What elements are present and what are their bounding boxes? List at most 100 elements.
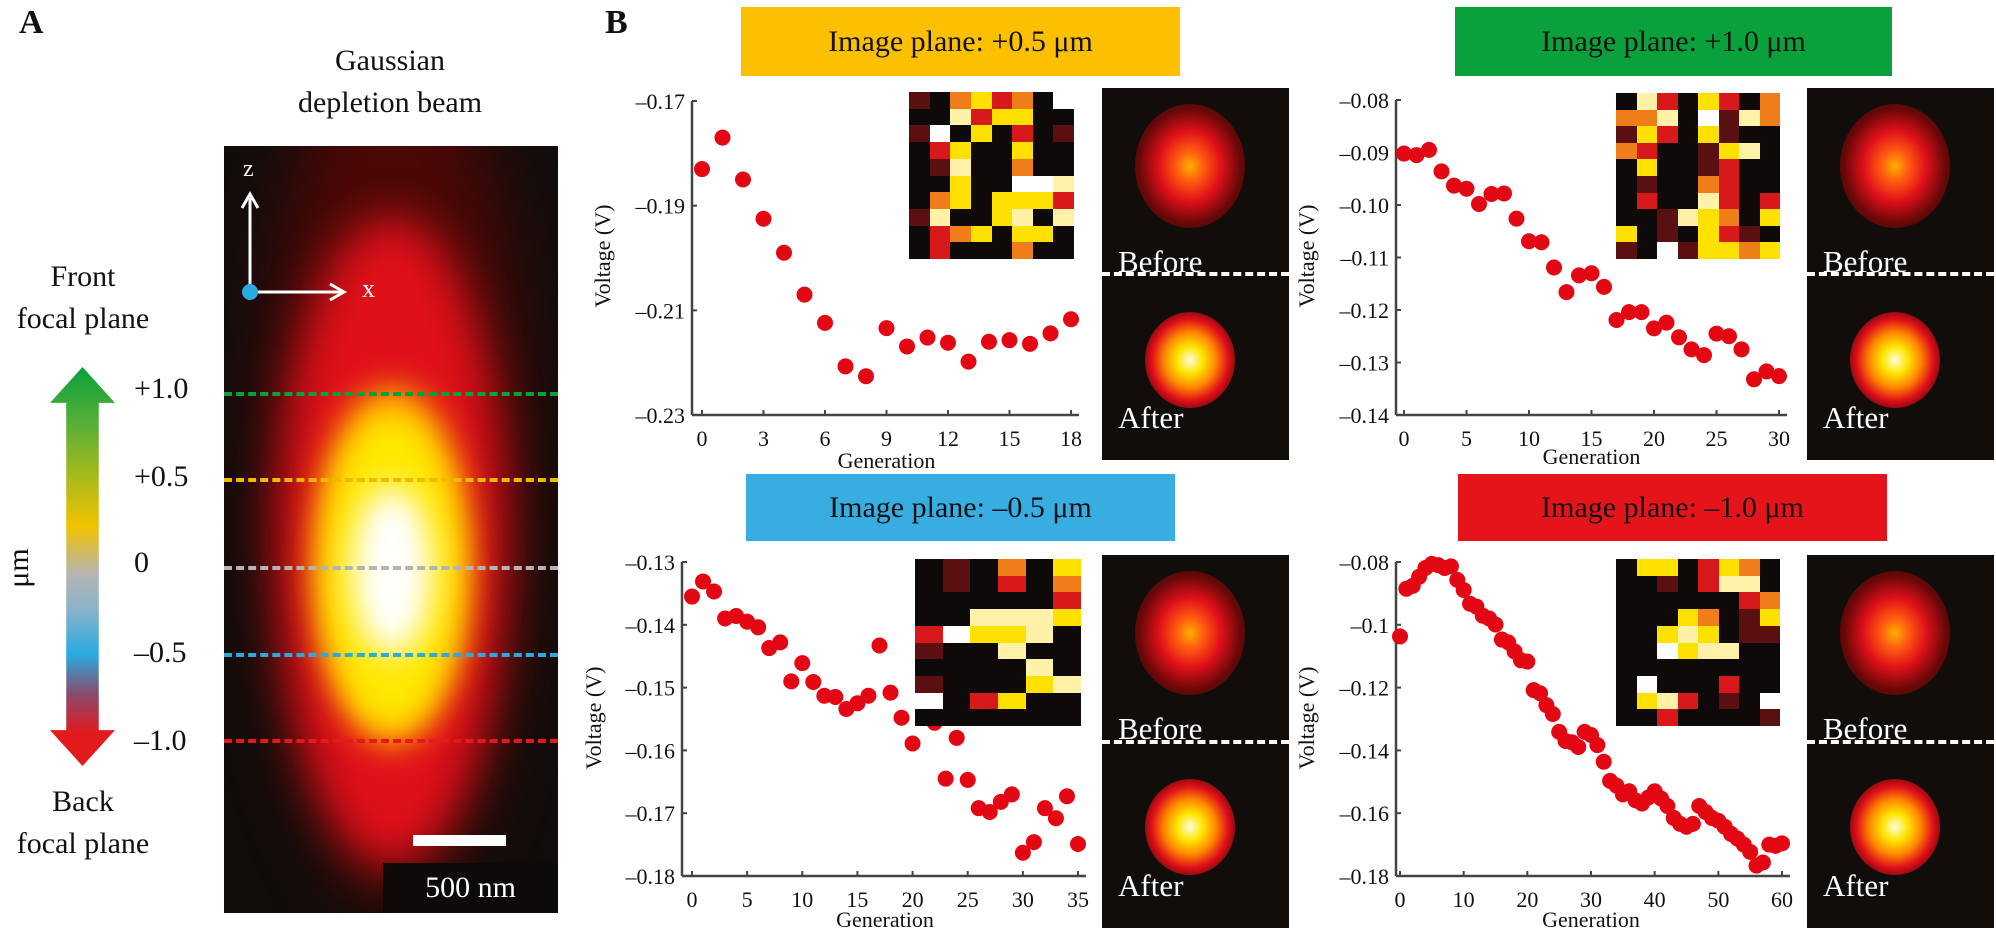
- front-line1: Front: [50, 260, 116, 293]
- pattern-cell: [1677, 159, 1698, 176]
- pattern-cell: [1032, 225, 1054, 243]
- pattern-cell: [1739, 209, 1760, 226]
- pattern-cell: [1053, 625, 1081, 643]
- pattern-cell: [929, 242, 951, 259]
- data-point: [1596, 278, 1612, 295]
- pattern-cell: [991, 125, 1013, 143]
- pattern-cell: [1012, 208, 1033, 226]
- data-point: [1533, 234, 1550, 251]
- pattern-cell: [1677, 109, 1698, 127]
- y-axis-label: Voltage (V): [590, 205, 615, 308]
- pattern-cell: [1012, 125, 1033, 143]
- pattern-cell: [1616, 709, 1637, 726]
- x-tick-label: 15: [1581, 426, 1603, 451]
- pattern-cell: [1657, 559, 1678, 576]
- pattern-cell: [1636, 609, 1657, 626]
- x-tick-label: 25: [1706, 426, 1728, 451]
- data-point: [1733, 341, 1750, 358]
- data-point: [1063, 311, 1079, 328]
- data-point: [1001, 332, 1018, 349]
- pattern-cell: [970, 125, 992, 143]
- pattern-cell: [929, 208, 951, 226]
- pattern-cell: [942, 609, 971, 626]
- after-label: After: [1118, 400, 1184, 436]
- data-point: [1671, 329, 1687, 346]
- pattern-cell: [1657, 625, 1678, 643]
- pattern-cell: [950, 175, 971, 193]
- pattern-cell: [997, 559, 1026, 576]
- after-label: After: [1823, 868, 1889, 904]
- pattern-cell: [1677, 592, 1698, 610]
- pattern-cell: [1636, 225, 1657, 243]
- pattern-cell: [1759, 142, 1780, 160]
- pattern-cell: [1012, 192, 1033, 209]
- data-point: [1771, 368, 1787, 385]
- pattern-cell: [1636, 625, 1657, 643]
- pattern-cell: [929, 125, 951, 143]
- y-tick-label: –0.12: [1339, 676, 1390, 701]
- chart-title-1: Image plane: +1.0 μm: [1455, 7, 1892, 76]
- pattern-cell: [1025, 642, 1054, 660]
- data-point: [1471, 195, 1487, 212]
- pattern-cell: [1616, 675, 1637, 693]
- scatter-chart-1: 0 5 10 15 20 25 30 –0.08 –0.09 –0.10 –0.11 –0.12 –0.…: [1294, 88, 1790, 469]
- pattern-cell: [997, 625, 1026, 643]
- pattern-cell: [915, 642, 943, 660]
- x-tick-label: 30: [1012, 887, 1034, 912]
- pattern-cell: [1677, 642, 1698, 660]
- pattern-cell: [1012, 158, 1033, 176]
- data-point: [1455, 581, 1472, 598]
- pattern-cell: [1739, 126, 1760, 143]
- pattern-cell: [942, 659, 971, 676]
- pattern-cell: [1657, 692, 1678, 710]
- data-point: [1047, 810, 1064, 827]
- data-point: [1458, 180, 1475, 197]
- pattern-cell: [950, 108, 971, 126]
- pattern-cell: [1739, 625, 1760, 643]
- after-label: After: [1118, 868, 1184, 904]
- pattern-cell: [1759, 709, 1780, 726]
- scale-bar: [413, 835, 506, 846]
- data-point: [1583, 265, 1600, 282]
- pattern-cell: [1698, 659, 1719, 676]
- pattern-cell: [1636, 192, 1657, 210]
- pattern-cell: [1616, 559, 1637, 576]
- pattern-cell: [1032, 158, 1054, 176]
- pattern-cell: [1698, 575, 1719, 593]
- pattern-cell: [997, 659, 1026, 676]
- front-focal-plane-label: Front focal plane: [0, 256, 166, 340]
- pattern-cell: [1718, 709, 1739, 726]
- pattern-cell: [950, 208, 971, 226]
- pattern-cell: [1718, 575, 1739, 593]
- pattern-cell: [1636, 159, 1657, 176]
- pattern-cell: [1739, 176, 1760, 193]
- pattern-cell: [1657, 659, 1678, 676]
- y-tick-label: –0.12: [1339, 298, 1390, 323]
- pattern-cell: [915, 709, 943, 726]
- data-point: [794, 655, 811, 672]
- pattern-cell: [1718, 142, 1739, 160]
- phase-pattern-inset: [1616, 93, 1780, 259]
- data-point: [776, 244, 792, 261]
- pattern-cell: [1636, 675, 1657, 693]
- pattern-cell: [1677, 142, 1698, 160]
- pattern-cell: [1616, 142, 1637, 160]
- pattern-cell: [1616, 159, 1637, 176]
- x-tick-label: 20: [902, 887, 924, 912]
- x-tick-label: 0: [1399, 426, 1410, 451]
- pattern-cell: [1718, 192, 1739, 210]
- pattern-cell: [991, 242, 1013, 259]
- pattern-cell: [1657, 609, 1678, 626]
- pattern-cell: [970, 108, 992, 126]
- data-point: [1508, 210, 1525, 227]
- pattern-cell: [1053, 125, 1074, 143]
- pattern-cell: [1636, 659, 1657, 676]
- pattern-cell: [1739, 142, 1760, 160]
- data-point: [1519, 653, 1536, 670]
- divider-line: [1102, 272, 1289, 276]
- pattern-cell: [1698, 242, 1719, 259]
- pattern-cell: [1759, 692, 1780, 710]
- pattern-cell: [991, 192, 1013, 209]
- chart-title-3: Image plane: –1.0 μm: [1458, 474, 1887, 541]
- data-point: [1532, 685, 1549, 702]
